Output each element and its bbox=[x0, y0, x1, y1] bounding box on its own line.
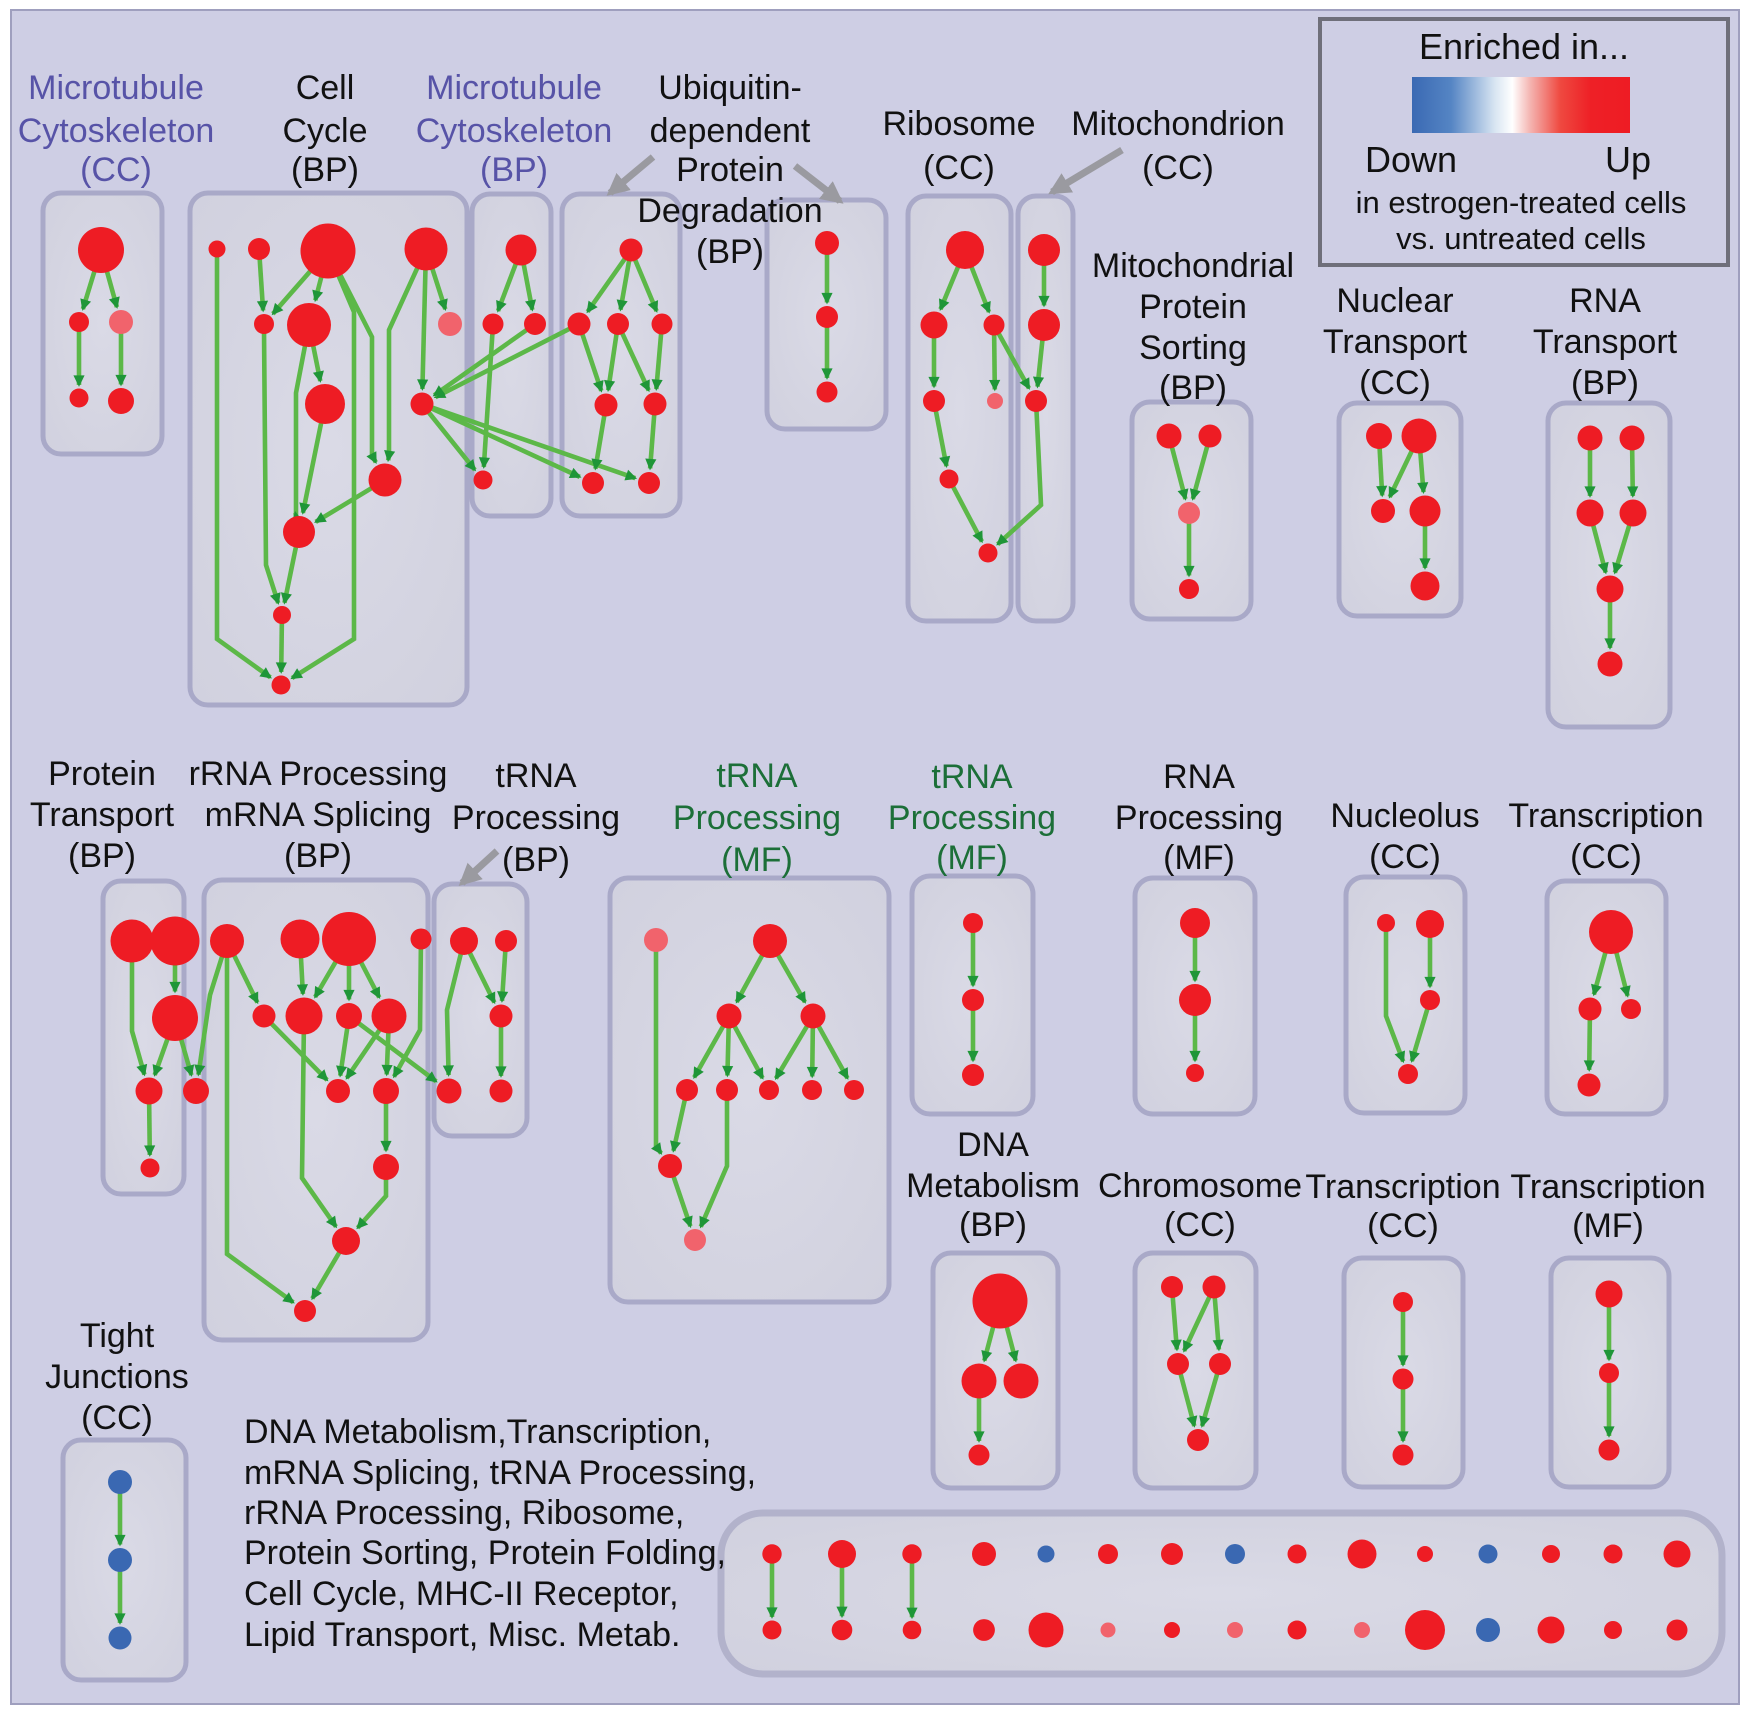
svg-text:Transport: Transport bbox=[1323, 323, 1468, 361]
svg-text:Junctions: Junctions bbox=[45, 1358, 189, 1396]
svg-text:(BP): (BP) bbox=[502, 841, 570, 879]
svg-text:Down: Down bbox=[1365, 139, 1457, 180]
svg-text:Cycle: Cycle bbox=[282, 112, 367, 150]
svg-text:(CC): (CC) bbox=[1164, 1206, 1236, 1244]
svg-text:Nuclear: Nuclear bbox=[1336, 282, 1453, 320]
svg-text:Tight: Tight bbox=[80, 1317, 155, 1355]
svg-text:tRNA: tRNA bbox=[931, 758, 1013, 796]
svg-text:Processing: Processing bbox=[673, 799, 841, 837]
svg-text:Metabolism: Metabolism bbox=[906, 1167, 1080, 1205]
svg-text:vs. untreated cells: vs. untreated cells bbox=[1396, 221, 1646, 256]
svg-text:(MF): (MF) bbox=[1163, 839, 1235, 877]
svg-text:RNA: RNA bbox=[1569, 282, 1641, 320]
svg-text:(MF): (MF) bbox=[721, 841, 793, 879]
svg-text:Mitochondrion: Mitochondrion bbox=[1071, 105, 1285, 143]
svg-text:(BP): (BP) bbox=[1571, 364, 1639, 402]
svg-text:mRNA Splicing, tRNA Processing: mRNA Splicing, tRNA Processing, bbox=[244, 1454, 756, 1492]
svg-text:(MF): (MF) bbox=[936, 839, 1008, 877]
svg-text:Chromosome: Chromosome bbox=[1098, 1167, 1302, 1205]
svg-text:dependent: dependent bbox=[650, 112, 811, 150]
svg-text:Protein: Protein bbox=[1139, 288, 1247, 326]
svg-text:(CC): (CC) bbox=[81, 1399, 153, 1437]
svg-text:Transcription: Transcription bbox=[1508, 797, 1703, 835]
svg-text:Sorting: Sorting bbox=[1139, 329, 1247, 367]
svg-text:(CC): (CC) bbox=[1369, 838, 1441, 876]
svg-text:tRNA: tRNA bbox=[495, 757, 577, 795]
svg-text:(BP): (BP) bbox=[291, 151, 359, 189]
svg-text:Protein Sorting, Protein Foldi: Protein Sorting, Protein Folding, bbox=[244, 1534, 726, 1572]
svg-text:(MF): (MF) bbox=[1572, 1207, 1644, 1245]
svg-text:(CC): (CC) bbox=[923, 149, 995, 187]
svg-text:Microtubule: Microtubule bbox=[426, 69, 602, 107]
svg-text:(BP): (BP) bbox=[959, 1206, 1027, 1244]
svg-text:(BP): (BP) bbox=[68, 837, 136, 875]
svg-text:Mitochondrial: Mitochondrial bbox=[1092, 247, 1294, 285]
svg-text:Processing: Processing bbox=[888, 799, 1056, 837]
svg-text:Transport: Transport bbox=[30, 796, 175, 834]
svg-text:Processing: Processing bbox=[1115, 799, 1283, 837]
svg-text:Enriched in...: Enriched in... bbox=[1419, 26, 1629, 67]
svg-text:DNA: DNA bbox=[957, 1126, 1029, 1164]
svg-text:Protein: Protein bbox=[48, 755, 156, 793]
svg-text:Cell Cycle, MHC-II Receptor,: Cell Cycle, MHC-II Receptor, bbox=[244, 1575, 679, 1613]
svg-text:Degradation: Degradation bbox=[637, 192, 822, 230]
svg-text:Microtubule: Microtubule bbox=[28, 69, 204, 107]
svg-text:Cytoskeleton: Cytoskeleton bbox=[18, 112, 215, 150]
svg-text:in estrogen-treated cells: in estrogen-treated cells bbox=[1356, 185, 1687, 220]
svg-text:(BP): (BP) bbox=[696, 233, 764, 271]
svg-text:(CC): (CC) bbox=[1142, 149, 1214, 187]
svg-text:Transport: Transport bbox=[1533, 323, 1678, 361]
svg-text:(CC): (CC) bbox=[80, 151, 152, 189]
svg-text:Ribosome: Ribosome bbox=[882, 105, 1035, 143]
svg-text:(CC): (CC) bbox=[1367, 1207, 1439, 1245]
svg-text:(CC): (CC) bbox=[1570, 838, 1642, 876]
svg-text:(BP): (BP) bbox=[284, 837, 352, 875]
svg-text:tRNA: tRNA bbox=[716, 757, 798, 795]
svg-text:(CC): (CC) bbox=[1359, 364, 1431, 402]
svg-text:(BP): (BP) bbox=[480, 151, 548, 189]
svg-text:Processing: Processing bbox=[452, 799, 620, 837]
svg-text:Nucleolus: Nucleolus bbox=[1330, 797, 1479, 835]
svg-text:DNA Metabolism,Transcription,: DNA Metabolism,Transcription, bbox=[244, 1413, 711, 1451]
svg-text:Cell: Cell bbox=[296, 69, 355, 107]
svg-text:RNA: RNA bbox=[1163, 758, 1235, 796]
svg-text:mRNA Splicing: mRNA Splicing bbox=[205, 796, 432, 834]
svg-text:Cytoskeleton: Cytoskeleton bbox=[416, 112, 613, 150]
svg-text:(BP): (BP) bbox=[1159, 369, 1227, 407]
svg-text:Transcription: Transcription bbox=[1305, 1168, 1500, 1206]
svg-text:Lipid Transport, Misc. Metab.: Lipid Transport, Misc. Metab. bbox=[244, 1616, 681, 1654]
svg-text:rRNA Processing: rRNA Processing bbox=[189, 755, 448, 793]
svg-text:Transcription: Transcription bbox=[1510, 1168, 1705, 1206]
svg-text:Up: Up bbox=[1605, 139, 1651, 180]
svg-text:rRNA Processing, Ribosome,: rRNA Processing, Ribosome, bbox=[244, 1494, 684, 1532]
svg-text:Protein: Protein bbox=[676, 151, 784, 189]
svg-text:Ubiquitin-: Ubiquitin- bbox=[658, 69, 802, 107]
